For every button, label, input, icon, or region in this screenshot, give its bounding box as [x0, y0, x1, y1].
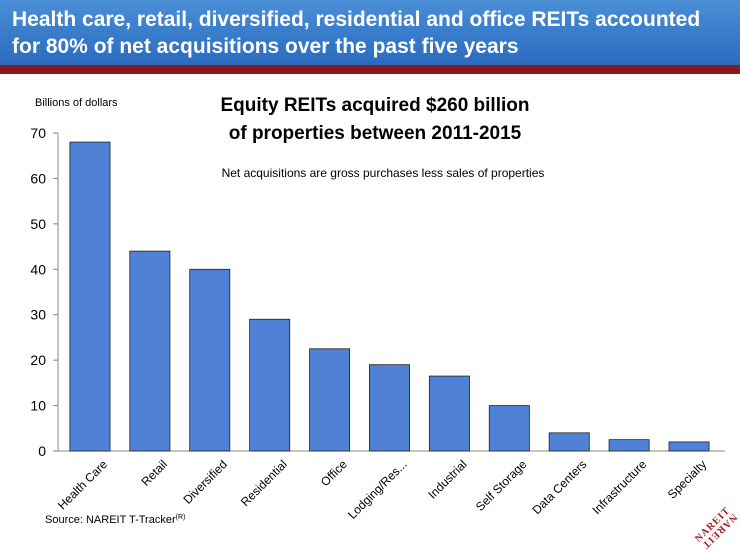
y-tick-label: 20: [30, 352, 46, 368]
y-tick-label: 30: [30, 307, 46, 323]
source-superscript: (R): [176, 514, 186, 521]
header-rule: [0, 65, 740, 74]
x-category-label: Office: [318, 457, 350, 489]
chart-subtitle: Net acquisitions are gross purchases les…: [222, 166, 545, 180]
y-tick-label: 10: [30, 398, 46, 414]
bar: [69, 141, 111, 452]
y-tick-label: 50: [30, 216, 46, 232]
header-title: Health care, retail, diversified, reside…: [12, 8, 701, 58]
y-tick-label: 60: [30, 170, 46, 186]
x-category-label: Data Centers: [530, 457, 590, 517]
bar: [548, 432, 590, 452]
nareit-logo: NAREIT NAREIT: [693, 505, 739, 551]
y-tick-label: 0: [38, 443, 46, 459]
bars: [69, 141, 710, 452]
chart-title-line-1: Equity REITs acquired $260 billion: [220, 95, 529, 116]
source-label: Source: NAREIT T-Tracker: [45, 514, 176, 526]
bar: [249, 318, 291, 452]
bar: [668, 441, 710, 452]
units-label: Billions of dollars: [35, 97, 118, 109]
bar: [488, 405, 530, 452]
y-tick-label: 40: [30, 261, 46, 277]
header-banner: Health care, retail, diversified, reside…: [0, 0, 740, 65]
source-note: Source: NAREIT T-Tracker(R): [45, 514, 185, 526]
chart-title-line-2: of properties between 2011-2015: [229, 123, 522, 144]
y-tick-label: 70: [30, 125, 46, 141]
bar: [608, 439, 650, 452]
x-category-label: Industrial: [425, 457, 469, 501]
x-category-label: Specialty: [665, 457, 709, 501]
x-category-label: Health Care: [55, 457, 110, 512]
bar: [129, 250, 171, 452]
x-axis-labels: Health Care Retail Diversified Residential O…: [55, 457, 709, 522]
x-category-label: Lodging/Res...: [345, 457, 410, 522]
x-category-label: Diversified: [180, 457, 230, 507]
x-category-label: Residential: [238, 457, 290, 509]
bar: [428, 375, 470, 452]
x-category-label: Retail: [138, 457, 170, 489]
x-category-label: Infrastructure: [589, 457, 649, 517]
bar: [369, 364, 410, 452]
bar: [189, 268, 231, 452]
x-category-label: Self Storage: [473, 457, 530, 514]
bar: [309, 348, 351, 452]
